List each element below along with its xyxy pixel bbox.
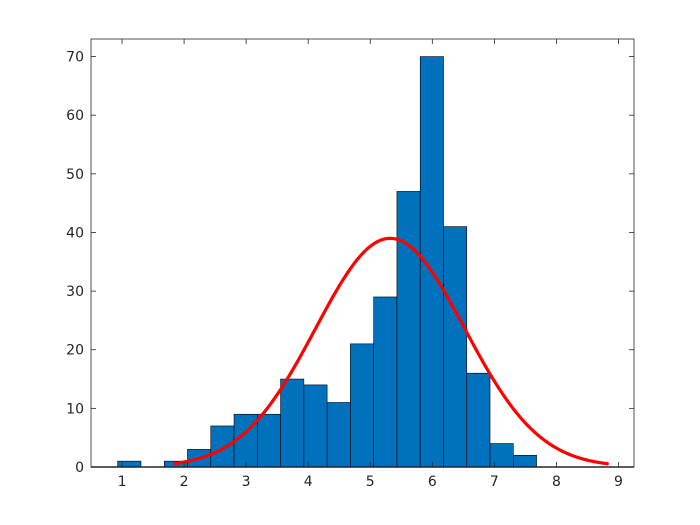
y-tick-label: 50 bbox=[66, 167, 84, 183]
histogram-bar bbox=[373, 296, 398, 468]
x-tick-label: 3 bbox=[242, 474, 251, 490]
curve-layer bbox=[173, 236, 609, 466]
axes-layer bbox=[90, 38, 635, 468]
histogram-bar bbox=[117, 460, 142, 468]
y-tick-label: 20 bbox=[66, 343, 84, 359]
y-tick-label: 70 bbox=[66, 50, 84, 66]
fitted-normal-curve bbox=[173, 236, 609, 466]
histogram-bar bbox=[210, 425, 235, 468]
histogram-bar bbox=[303, 384, 328, 468]
x-tick-label: 1 bbox=[118, 474, 127, 490]
histogram-bar bbox=[466, 372, 491, 468]
y-tick-label: 60 bbox=[66, 108, 84, 124]
bars-layer bbox=[117, 56, 537, 468]
histogram-bar bbox=[350, 343, 374, 468]
x-tick-label: 4 bbox=[304, 474, 313, 490]
x-tick-label: 8 bbox=[552, 474, 561, 490]
histogram-bar bbox=[443, 226, 468, 468]
y-tick-label: 30 bbox=[66, 284, 84, 300]
histogram-bar bbox=[280, 378, 305, 468]
x-tick-label: 6 bbox=[428, 474, 437, 490]
histogram-bar bbox=[512, 454, 537, 468]
histogram-bar bbox=[396, 191, 421, 468]
histogram-bar bbox=[489, 443, 514, 468]
x-tick-label: 7 bbox=[490, 474, 499, 490]
y-tick-label: 40 bbox=[66, 225, 84, 241]
histogram-bar bbox=[326, 402, 351, 468]
ticks-layer: 1 2 3 4 5 6 7 8 9 0 10 20 30 40 50 60 70 bbox=[66, 39, 634, 490]
x-tick-label: 5 bbox=[366, 474, 375, 490]
x-tick-label: 2 bbox=[180, 474, 189, 490]
histogram-bar bbox=[257, 413, 281, 468]
y-tick-label: 0 bbox=[75, 460, 84, 476]
y-tick-label: 10 bbox=[66, 401, 84, 417]
x-tick-label: 9 bbox=[614, 474, 623, 490]
